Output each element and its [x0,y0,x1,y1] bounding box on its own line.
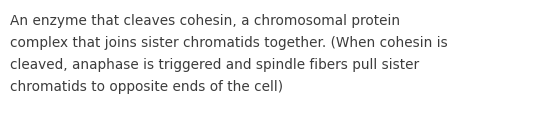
Text: An enzyme that cleaves cohesin, a chromosomal protein: An enzyme that cleaves cohesin, a chromo… [10,14,400,28]
Text: chromatids to opposite ends of the cell): chromatids to opposite ends of the cell) [10,80,283,94]
Text: cleaved, anaphase is triggered and spindle fibers pull sister: cleaved, anaphase is triggered and spind… [10,58,419,72]
Text: complex that joins sister chromatids together. (When cohesin is: complex that joins sister chromatids tog… [10,36,448,50]
